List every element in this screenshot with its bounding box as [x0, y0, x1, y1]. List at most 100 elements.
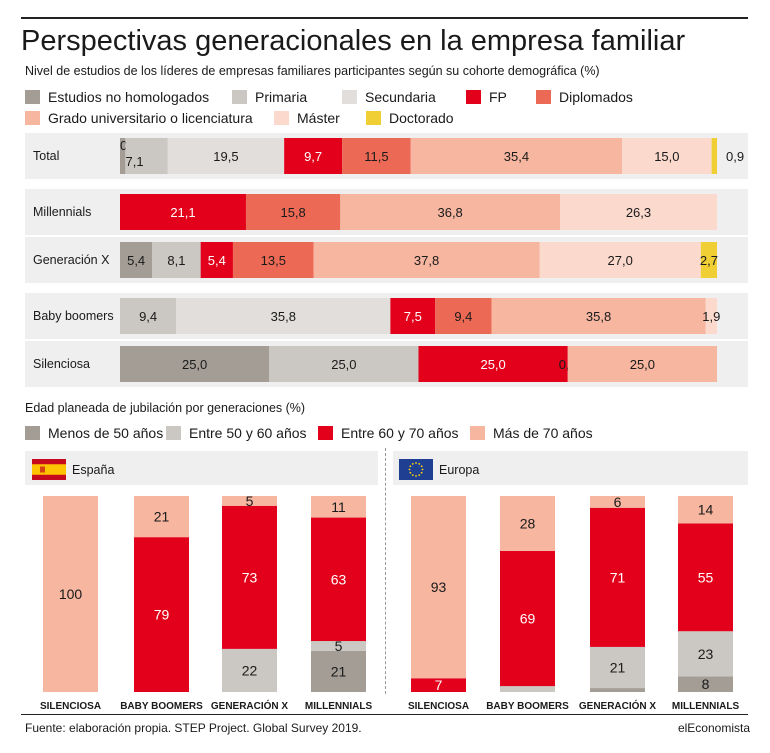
eu-star [415, 462, 417, 464]
legend-swatch [25, 426, 40, 440]
bar-value-label: 35,4 [504, 149, 529, 164]
bar-segment-grado-universitario-o-licenciatura [410, 138, 623, 174]
bar-segment-entre-50-y-60-anos [311, 641, 366, 651]
bar-value-label: 25,0 [331, 357, 356, 372]
top-rule [21, 17, 748, 19]
bar-segment-fp [390, 298, 436, 334]
bar-value-label: 21 [331, 663, 347, 679]
bar-segment-grado-universitario-o-licenciatura [313, 242, 540, 278]
bar-segment-diplomados [342, 138, 411, 174]
bar-segment-mas-de-70-anos [678, 496, 733, 524]
bar-value-label: 93 [431, 579, 447, 595]
bar-segment-fp [284, 138, 343, 174]
bar-value-label: 100 [59, 586, 83, 602]
bar-segment-grado-universitario-o-licenciatura [340, 194, 560, 230]
bar-value-label: 36,8 [437, 205, 462, 220]
legend-item-menos-de-50-anos: Menos de 50 años [25, 425, 163, 441]
bar-segment-diplomados [245, 194, 341, 230]
bar-segment-entre-60-y-70-anos [311, 517, 366, 642]
bar-segment-mas-de-70-anos [134, 496, 189, 538]
category-label: GENERACIÓN X [211, 699, 289, 712]
bar-segment-estudios-no-homologados [120, 242, 153, 278]
bar-value-label: 8,1 [167, 253, 185, 268]
legend-swatch [536, 90, 551, 104]
legend-label: Estudios no homologados [48, 89, 210, 105]
legend-swatch [274, 111, 289, 125]
eu-star [409, 465, 412, 468]
bar-value-label: 73 [242, 569, 258, 585]
legend-item-secundaria: Secundaria [342, 89, 436, 105]
spain-header-band [25, 451, 378, 485]
legend-label: Menos de 50 años [48, 425, 164, 441]
bar-segment-master [622, 138, 712, 174]
legend-item-entre-60-y-70-anos: Entre 60 y 70 años [318, 425, 459, 441]
bar-segment-entre-50-y-60-anos [500, 686, 555, 692]
bar-segment-estudios-no-homologados [120, 138, 126, 174]
eu-star [420, 471, 423, 474]
spain-label: España [32, 459, 114, 480]
bar-segment-entre-60-y-70-anos [678, 523, 733, 632]
legend-item-estudios-no-homologados: Estudios no homologados [25, 89, 209, 105]
bar-value-label: 7,5 [404, 309, 422, 324]
bar-segment-menos-de-50-anos [590, 688, 645, 692]
bar-segment-mas-de-70-anos [311, 496, 366, 518]
legend-swatch [466, 90, 481, 104]
bar-segment-diplomados [232, 242, 314, 278]
bar-segment-mas-de-70-anos [590, 496, 645, 508]
legend-label: Entre 60 y 70 años [341, 425, 459, 441]
bar-value-label: 69 [520, 611, 536, 627]
legend-item-mas-de-70-anos: Más de 70 años [470, 425, 593, 441]
eu-star [411, 462, 414, 465]
chart-title: Perspectivas generacionales en la empres… [21, 25, 686, 57]
bar-value-label: 5 [335, 638, 343, 654]
bar-value-label: 9,4 [454, 309, 472, 324]
bar-segment-fp [120, 194, 246, 230]
bar-segment-entre-50-y-60-anos [590, 646, 645, 689]
bar-value-label: 7,1 [126, 154, 144, 169]
bar-segment-entre-60-y-70-anos [500, 550, 555, 687]
bar-segment-grado-universitario-o-licenciatura [491, 298, 706, 334]
bar-value-label: 21 [610, 660, 626, 676]
bar-segment-entre-50-y-60-anos [678, 631, 733, 677]
legend-swatch [342, 90, 357, 104]
bar-segment-primaria [125, 138, 168, 174]
bar-segment-entre-60-y-70-anos [411, 678, 466, 692]
eu-star [409, 471, 412, 474]
eu-star [408, 468, 411, 471]
legend-item-grado-universitario-o-licenciatura: Grado universitario o licenciatura [25, 110, 253, 126]
category-label: SILENCIOSA [40, 701, 101, 712]
bar-segment-primaria [120, 298, 177, 334]
bar-value-label: 35,8 [586, 309, 611, 324]
bar-value-label: 5,4 [127, 253, 145, 268]
legend-label: Máster [297, 110, 340, 126]
eu-star [418, 462, 421, 465]
eu-star [415, 475, 417, 477]
bar-value-label: 23 [698, 646, 714, 662]
legend-item-fp: FP [466, 89, 507, 105]
bar-segment-grado-universitario-o-licenciatura [567, 346, 717, 382]
bar-segment-entre-60-y-70-anos [134, 537, 189, 692]
bar-segment-doctorado [700, 242, 717, 278]
bar-segment-master [559, 194, 717, 230]
bar-value-label: 25,0 [480, 357, 505, 372]
eu-star [411, 474, 414, 477]
bar-value-label: 11,5 [364, 149, 388, 164]
bar-value-label: 21,1 [170, 205, 195, 220]
category-label: SILENCIOSA [408, 701, 469, 712]
legend-item-primaria: Primaria [232, 89, 307, 105]
bar-segment-primaria [269, 346, 419, 382]
bar-value-label: 37,8 [414, 253, 439, 268]
europe-header-band [393, 451, 748, 485]
europe-name: Europa [439, 462, 480, 477]
eu-flag-icon [399, 459, 433, 480]
bar-segment-primaria [152, 242, 201, 278]
category-label: BABY BOOMERS [120, 701, 203, 712]
bottom-rule [21, 714, 748, 715]
legend-swatch [25, 90, 40, 104]
legend-label: Entre 50 y 60 años [189, 425, 307, 441]
bar-value-label: 71 [610, 569, 626, 585]
bar-value-label: 9,7 [304, 149, 322, 164]
eu-star [420, 465, 423, 468]
bar-value-label: 0,9 [726, 149, 744, 164]
bar-value-label: 25,0 [182, 357, 207, 372]
